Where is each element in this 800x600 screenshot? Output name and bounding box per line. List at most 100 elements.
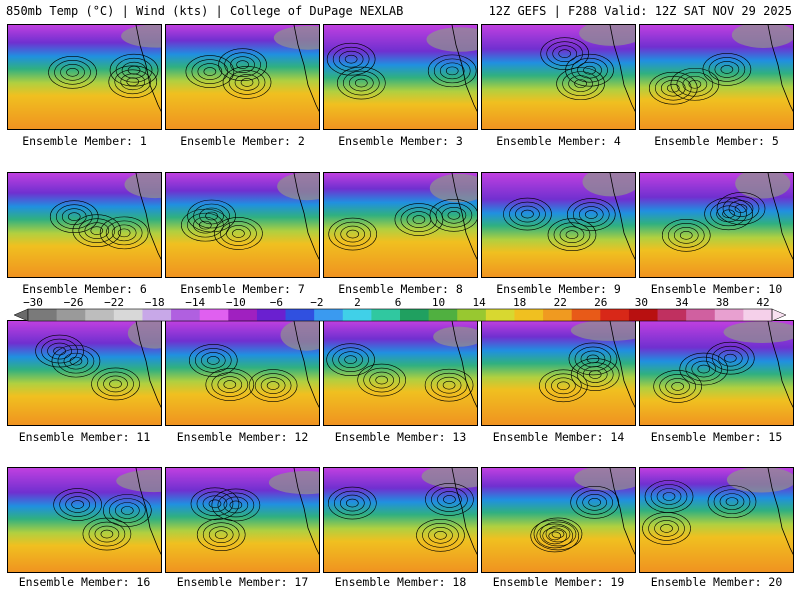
colorbar-segment	[428, 309, 458, 321]
wind-streamline	[665, 378, 690, 395]
wind-streamline	[117, 228, 131, 238]
wind-streamline	[60, 64, 85, 81]
wind-streamline	[236, 60, 249, 69]
coastline	[609, 173, 635, 260]
wind-streamline	[266, 381, 280, 390]
wind-streamline	[103, 375, 128, 393]
wind-streamline	[433, 58, 471, 84]
wind-streamline	[114, 69, 152, 95]
wind-streamline	[559, 226, 585, 244]
wind-streamline	[230, 56, 255, 73]
wind-streamline	[226, 225, 251, 242]
coastline	[293, 468, 319, 555]
ensemble-member-map	[323, 320, 478, 426]
ensemble-member-label: Ensemble Member: 5	[654, 134, 779, 148]
wind-streamline	[108, 65, 158, 99]
wind-streamline	[121, 506, 134, 515]
wind-streamline	[82, 517, 132, 551]
wind-streamline	[363, 367, 400, 393]
colorbar-tick: 22	[553, 296, 567, 309]
ensemble-member-map	[323, 24, 478, 130]
wind-streamline	[208, 526, 234, 543]
cold-air-region	[582, 173, 635, 197]
colorbar-segment	[657, 309, 687, 321]
ensemble-member-label: Ensemble Member: 3	[338, 134, 463, 148]
colorbar-tick: −26	[63, 296, 84, 309]
wind-streamline	[697, 364, 711, 374]
ensemble-member-label: Ensemble Member: 7	[180, 282, 305, 296]
wind-streamline	[91, 367, 140, 401]
wind-streamline	[548, 531, 562, 541]
wind-streamline	[188, 344, 238, 377]
wind-streamline	[332, 46, 370, 72]
colorbar-min-arrow	[14, 308, 29, 322]
colorbar-tick: −18	[144, 296, 165, 309]
coastline	[767, 25, 793, 112]
wind-streamline	[557, 381, 570, 391]
wind-streamline	[334, 490, 371, 516]
wind-streamline	[369, 371, 394, 389]
wind-streamline	[583, 65, 596, 75]
temperature-colorbar	[14, 308, 786, 322]
wind-streamline	[424, 368, 474, 402]
wind-streamline	[704, 197, 753, 231]
cold-air-region	[280, 321, 319, 351]
wind-streamline	[436, 376, 462, 394]
wind-streamline	[654, 75, 692, 101]
wind-streamline	[48, 56, 97, 89]
colorbar-segment	[56, 309, 86, 321]
coastline	[767, 468, 793, 555]
wind-streamline	[109, 53, 159, 87]
ensemble-member-map	[481, 320, 636, 426]
wind-streamline	[214, 217, 263, 250]
wind-streamline	[509, 201, 546, 227]
wind-streamline	[223, 496, 249, 514]
ensemble-member-map	[7, 467, 162, 573]
wind-streamline	[558, 49, 571, 58]
wind-streamline	[47, 342, 72, 360]
wind-streamline	[375, 375, 388, 385]
wind-streamline	[248, 369, 298, 402]
colorbar-segment	[714, 309, 744, 321]
coastline	[451, 321, 477, 408]
wind-streamline	[61, 208, 87, 226]
wind-streamline	[441, 206, 467, 224]
wind-streamline	[355, 78, 368, 88]
wind-streamline	[673, 227, 699, 244]
wind-streamline	[536, 523, 574, 549]
wind-streamline	[435, 202, 473, 228]
wind-streamline	[200, 352, 226, 369]
wind-streamline	[425, 483, 474, 516]
wind-streamline	[343, 70, 380, 96]
wind-streamline	[422, 522, 459, 548]
wind-streamline	[582, 494, 607, 511]
ensemble-member-map	[165, 320, 320, 426]
wind-streamline	[394, 203, 444, 236]
wind-streamline	[69, 356, 83, 366]
wind-streamline	[193, 216, 218, 234]
colorbar-segment	[543, 309, 573, 321]
wind-streamline	[328, 486, 377, 520]
wind-streamline	[545, 525, 571, 543]
cold-air-region	[731, 25, 793, 48]
wind-streamline	[65, 496, 90, 513]
wind-streamline	[328, 217, 377, 251]
wind-streamline	[109, 379, 122, 389]
wind-streamline	[705, 341, 755, 375]
wind-streamline	[552, 45, 577, 62]
wind-streamline	[565, 230, 579, 240]
wind-streamline	[191, 59, 229, 84]
wind-streamline	[97, 371, 134, 397]
cold-air-region	[426, 27, 477, 52]
wind-streamline	[588, 498, 601, 507]
colorbar-segment	[686, 309, 716, 321]
wind-streamline	[205, 368, 255, 401]
wind-streamline	[196, 518, 246, 551]
cold-air-region	[127, 321, 161, 349]
wind-streamline	[229, 500, 243, 510]
wind-streamline	[707, 485, 757, 518]
ensemble-member-label: Ensemble Member: 19	[492, 575, 625, 589]
wind-streamline	[708, 57, 746, 82]
ensemble-member-map	[7, 172, 162, 278]
coastline	[451, 25, 477, 112]
